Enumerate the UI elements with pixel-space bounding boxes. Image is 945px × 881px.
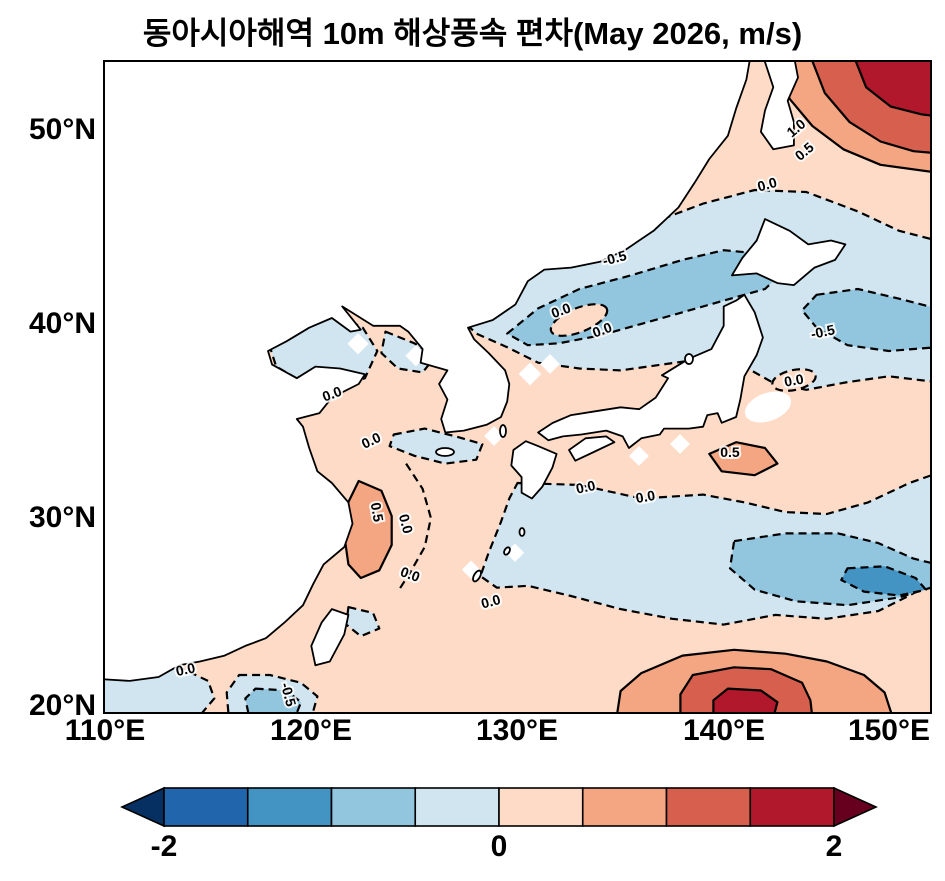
masked-cell [518, 362, 542, 386]
ytick-20n: 20°N [28, 689, 96, 722]
contour-label: 0.0 [783, 371, 805, 390]
contour-label: 0.0 [634, 487, 656, 506]
east-negative-core-40n [801, 287, 930, 353]
masked-cell [347, 333, 369, 355]
masked-cell [540, 354, 560, 374]
contour-label: 0.5 [368, 501, 387, 523]
xtick-110e: 110°E [64, 714, 146, 747]
jeju-island [435, 447, 455, 457]
sakhalin-island [760, 62, 799, 151]
figure-title: 동아시아해역 10m 해상풍속 편차(May 2026, m/s) [142, 16, 803, 51]
colorbar-segment [581, 787, 668, 827]
colorbar-tick-zero: 0 [490, 830, 508, 863]
honshu-island [537, 293, 764, 449]
colorbar-segment [414, 787, 500, 827]
colorbar-segment [246, 787, 333, 827]
closed-zero-contour-east-honshu [771, 368, 817, 392]
contour-map-svg: 1.00.50.0-0.50.00.0 -0.50.00.00.00.50.0 0.… [105, 62, 930, 712]
zero-contour-okinawa-trough [396, 462, 432, 593]
contour-label: 0.0 [174, 659, 197, 679]
colorbar-extend-right [833, 786, 878, 828]
okinawa-island [472, 569, 482, 583]
ytick-40n: 40°N [28, 307, 96, 340]
south-honshu-positive-blob [708, 441, 779, 477]
contour-label: 0.5 [720, 444, 740, 460]
masked-cell [629, 446, 649, 466]
xtick-120e: 120°E [269, 714, 353, 747]
colorbar-segment [749, 787, 835, 827]
colorbar-segment [665, 787, 752, 827]
masked-cell [484, 426, 504, 446]
coastlines [105, 62, 847, 682]
map-plot-area: 1.0 0.5 0.0 -0.5 0.0 0.0 -0.5 0.0 0.0 0.0 0.5 0.0 0.… [103, 60, 932, 714]
colorbar [120, 786, 878, 828]
ytick-50n: 50°N [28, 113, 96, 146]
amami-island [503, 546, 511, 556]
shikoku-island [568, 435, 616, 462]
colorbar-segment [498, 787, 584, 827]
mainland-asia-korea [105, 62, 751, 682]
colorbar-tick-min: -2 [150, 830, 178, 863]
xtick-150e: 150°E [847, 714, 930, 747]
colorbar-extend-left [120, 786, 165, 828]
ryukyu-islet [518, 527, 526, 537]
colorbar-tick-max: 2 [825, 830, 843, 863]
sado-island [684, 353, 694, 365]
south-korea-strait-patch [388, 427, 484, 465]
xtick-130e: 130°E [475, 714, 559, 747]
taiwan-island [310, 608, 350, 667]
masked-area-east-honshu [744, 391, 792, 423]
closed-zero-contour-japan-sea [549, 303, 609, 337]
colorbar-segment [330, 787, 417, 827]
kyushu-island [510, 440, 558, 500]
northeast-positive-anomaly-core [854, 62, 930, 117]
south-pacific-negative-inner-core [840, 565, 927, 597]
contour-label: 0.0 [574, 477, 597, 497]
southwest-negative-core [244, 687, 303, 712]
xtick-140e: 140°E [682, 714, 766, 747]
south-positive-anomaly-core [712, 687, 779, 712]
tsushima-island [499, 424, 507, 438]
masked-cell [670, 434, 690, 454]
colorbar-svg [120, 786, 878, 828]
ytick-30n: 30°N [28, 501, 96, 534]
hokkaido-island [731, 218, 847, 286]
colorbar-segment [163, 787, 249, 827]
